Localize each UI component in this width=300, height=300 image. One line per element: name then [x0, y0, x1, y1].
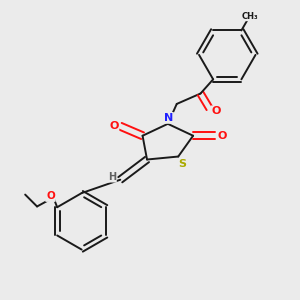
Text: O: O [217, 131, 226, 141]
Text: H: H [108, 172, 116, 182]
Text: CH₃: CH₃ [241, 12, 258, 21]
Text: O: O [109, 121, 119, 131]
Text: O: O [211, 106, 221, 116]
Text: S: S [178, 159, 186, 169]
Text: O: O [46, 191, 55, 201]
Text: N: N [164, 113, 173, 123]
